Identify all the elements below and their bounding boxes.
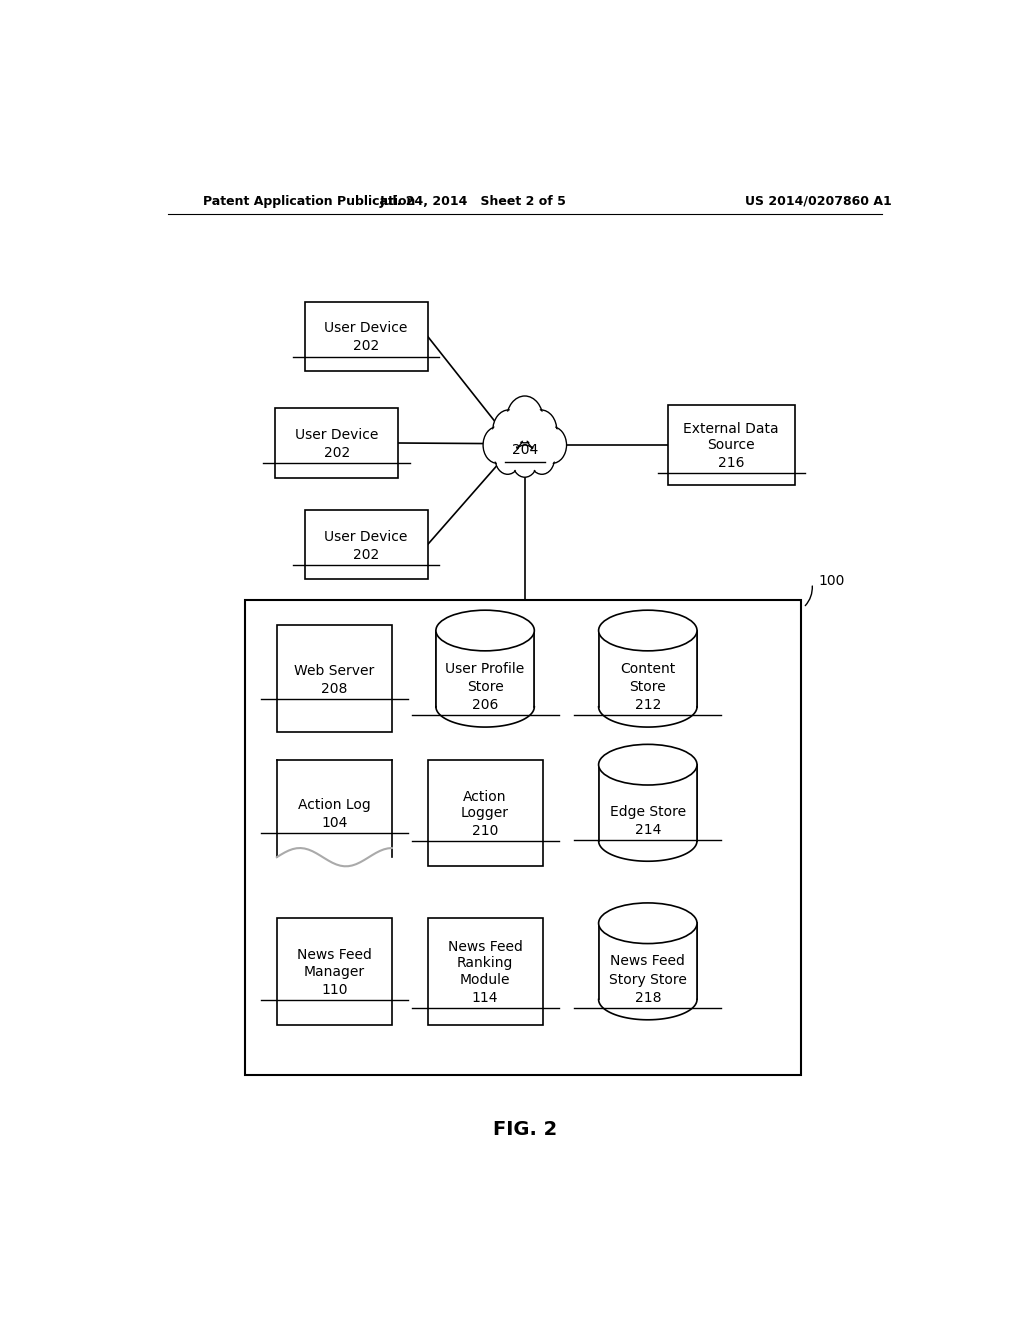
Text: 212: 212 bbox=[635, 698, 662, 713]
Polygon shape bbox=[436, 610, 535, 727]
Text: Action: Action bbox=[464, 789, 507, 804]
Text: 214: 214 bbox=[635, 824, 662, 837]
Polygon shape bbox=[599, 903, 697, 1020]
Text: News Feed: News Feed bbox=[610, 954, 685, 969]
Circle shape bbox=[526, 412, 555, 449]
Text: Web Server: Web Server bbox=[294, 664, 375, 677]
Polygon shape bbox=[599, 744, 697, 861]
Text: 216: 216 bbox=[718, 457, 744, 470]
Text: Action Log: Action Log bbox=[298, 797, 371, 812]
FancyBboxPatch shape bbox=[304, 510, 428, 579]
Circle shape bbox=[496, 444, 519, 473]
Text: 202: 202 bbox=[353, 339, 379, 354]
Circle shape bbox=[513, 446, 537, 477]
Text: 202: 202 bbox=[324, 446, 350, 461]
Text: 100: 100 bbox=[818, 574, 845, 589]
FancyBboxPatch shape bbox=[668, 405, 795, 484]
Ellipse shape bbox=[599, 903, 697, 944]
Text: 104: 104 bbox=[322, 816, 347, 830]
Circle shape bbox=[512, 445, 538, 478]
Ellipse shape bbox=[436, 610, 535, 651]
Ellipse shape bbox=[599, 744, 697, 785]
FancyBboxPatch shape bbox=[276, 626, 392, 733]
Text: Content: Content bbox=[621, 661, 676, 676]
Circle shape bbox=[530, 444, 554, 473]
Text: News Feed: News Feed bbox=[447, 940, 522, 954]
Circle shape bbox=[525, 411, 557, 451]
Text: Patent Application Publication: Patent Application Publication bbox=[204, 194, 416, 207]
Text: Manager: Manager bbox=[304, 965, 365, 978]
Text: 202: 202 bbox=[353, 548, 379, 562]
Text: FIG. 2: FIG. 2 bbox=[493, 1119, 557, 1139]
FancyBboxPatch shape bbox=[428, 759, 543, 866]
Text: User Device: User Device bbox=[295, 428, 379, 442]
Text: Jul. 24, 2014   Sheet 2 of 5: Jul. 24, 2014 Sheet 2 of 5 bbox=[380, 194, 566, 207]
Circle shape bbox=[495, 412, 523, 449]
Text: News Feed: News Feed bbox=[297, 948, 372, 962]
Text: 206: 206 bbox=[472, 698, 499, 713]
Text: Story Store: Story Store bbox=[609, 973, 687, 986]
Polygon shape bbox=[599, 610, 697, 727]
Circle shape bbox=[529, 442, 555, 474]
Text: Store: Store bbox=[467, 680, 504, 694]
Text: Source: Source bbox=[708, 438, 755, 451]
Polygon shape bbox=[276, 759, 392, 866]
FancyBboxPatch shape bbox=[428, 919, 543, 1024]
FancyBboxPatch shape bbox=[304, 302, 428, 371]
Circle shape bbox=[508, 397, 542, 441]
Text: User Device: User Device bbox=[325, 321, 408, 335]
Circle shape bbox=[483, 426, 512, 463]
Text: User Device: User Device bbox=[325, 529, 408, 544]
Text: 204: 204 bbox=[512, 444, 538, 457]
Text: User Profile: User Profile bbox=[445, 661, 524, 676]
Text: 114: 114 bbox=[472, 991, 499, 1005]
FancyBboxPatch shape bbox=[246, 599, 801, 1076]
Text: External Data: External Data bbox=[683, 422, 779, 436]
Text: Store: Store bbox=[630, 680, 667, 694]
FancyBboxPatch shape bbox=[276, 919, 392, 1024]
Circle shape bbox=[507, 396, 543, 442]
Circle shape bbox=[495, 442, 520, 474]
Circle shape bbox=[484, 428, 511, 462]
Text: US 2014/0207860 A1: US 2014/0207860 A1 bbox=[745, 194, 892, 207]
FancyBboxPatch shape bbox=[275, 408, 398, 478]
Circle shape bbox=[539, 428, 565, 462]
Text: Edge Store: Edge Store bbox=[609, 805, 686, 818]
Ellipse shape bbox=[599, 610, 697, 651]
Text: 110: 110 bbox=[322, 983, 347, 997]
Circle shape bbox=[538, 426, 566, 463]
Text: 210: 210 bbox=[472, 824, 499, 838]
Text: Ranking: Ranking bbox=[457, 957, 513, 970]
Text: Module: Module bbox=[460, 973, 510, 986]
Circle shape bbox=[493, 411, 524, 451]
Text: Logger: Logger bbox=[461, 807, 509, 820]
Text: 208: 208 bbox=[322, 682, 347, 696]
Text: 218: 218 bbox=[635, 991, 662, 1005]
